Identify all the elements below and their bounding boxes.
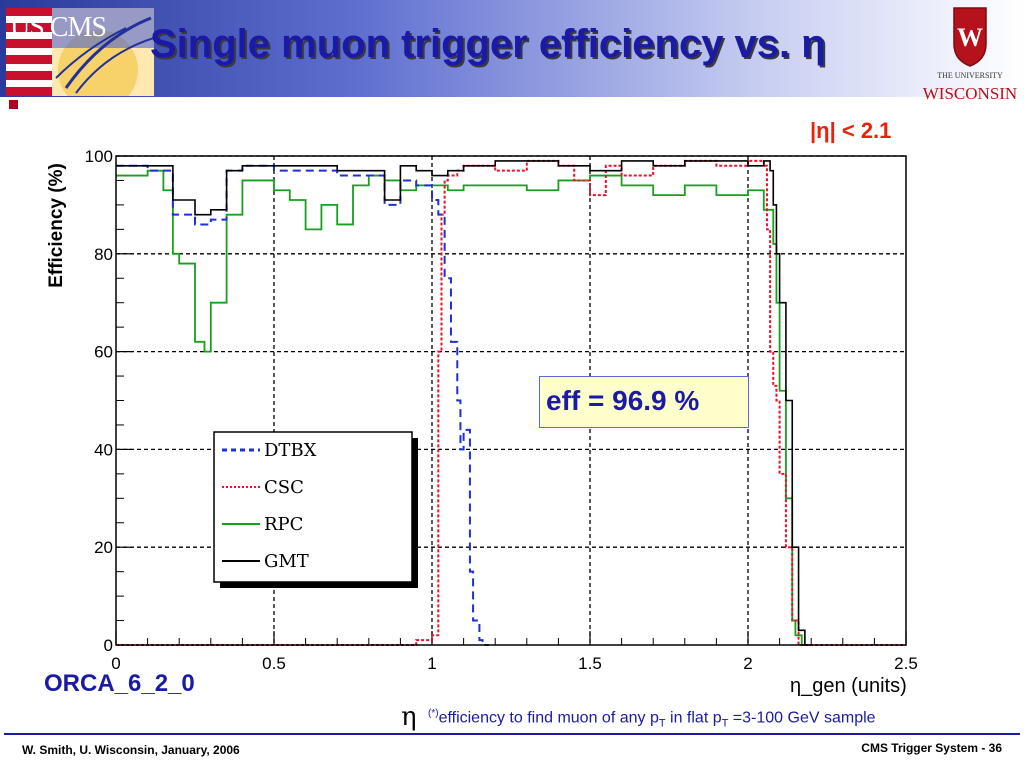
x-tick-label: 0 [111,654,120,673]
x-axis-label: η_gen (units) [790,675,907,697]
legend-label-csc: CSC [264,477,304,498]
x-tick-label: 2.5 [894,654,918,673]
footnote-text-end: =3-100 GeV sample [728,709,876,727]
footer-page-info: CMS Trigger System - 36 [861,741,1002,755]
footnote-text-mid: in flat p [665,709,722,727]
footnote-sub-1: T [658,717,666,730]
us-cms-logo-text: US CMS [10,12,107,43]
legend-box [213,431,413,583]
header-band [0,0,1024,97]
series-rpc-line [116,169,809,646]
footnote-sub-2: T [721,717,729,730]
wisconsin-logo-line1: THE UNIVERSITY [937,71,1003,80]
y-tick-label: 100 [85,147,113,166]
series-layer [116,159,906,646]
y-axis-label: Efficiency (%) [46,163,67,288]
x-tick-label: 0.5 [262,654,286,673]
footer-divider [4,733,1020,735]
footnote-eta-symbol: η [401,702,417,732]
x-tick-label: 1 [427,654,436,673]
wisconsin-logo: W THE UNIVERSITY WISCONSIN [923,7,1017,102]
series-gmt-line [116,160,812,646]
svg-text:W: W [957,23,983,52]
orca-version-label: ORCA_6_2_0 [44,670,195,697]
y-tick-label: 20 [94,538,113,557]
efficiency-box: eff = 96.9 % [539,376,749,428]
footer-author: W. Smith, U. Wisconsin, January, 2006 [22,743,240,757]
series-dtbx-line [116,164,489,646]
y-tick-label: 80 [94,245,113,264]
axis-ticks: 0 0.5 1 1.5 2 2.5 0 20 40 60 80 100 [85,147,918,673]
x-tick-label: 1.5 [578,654,602,673]
slide-marker [9,100,18,109]
slide-title: Single muon trigger efficiency vs. η [150,22,826,66]
x-tick-label: 2 [743,654,752,673]
legend-label-dtbx: DTBX [264,440,317,461]
plot-frame [115,155,907,646]
y-tick-label: 60 [94,343,113,362]
y-tick-label: 0 [104,636,113,655]
footnote-marker: (*) [428,708,439,719]
series-csc-line [116,159,906,646]
footnote: (*)efficiency to find muon of any pT in … [428,708,876,730]
wisconsin-logo-line2: WISCONSIN [923,84,1017,102]
eta-cut-label: |η| < 2.1 [810,118,892,143]
footnote-text-main: efficiency to find muon of any p [438,709,659,727]
legend-label-rpc: RPC [264,514,303,535]
us-cms-logo [6,8,154,96]
legend: DTBX CSC RPC GMT [213,431,418,588]
y-tick-label: 40 [94,440,113,459]
legend-label-gmt: GMT [264,551,309,572]
